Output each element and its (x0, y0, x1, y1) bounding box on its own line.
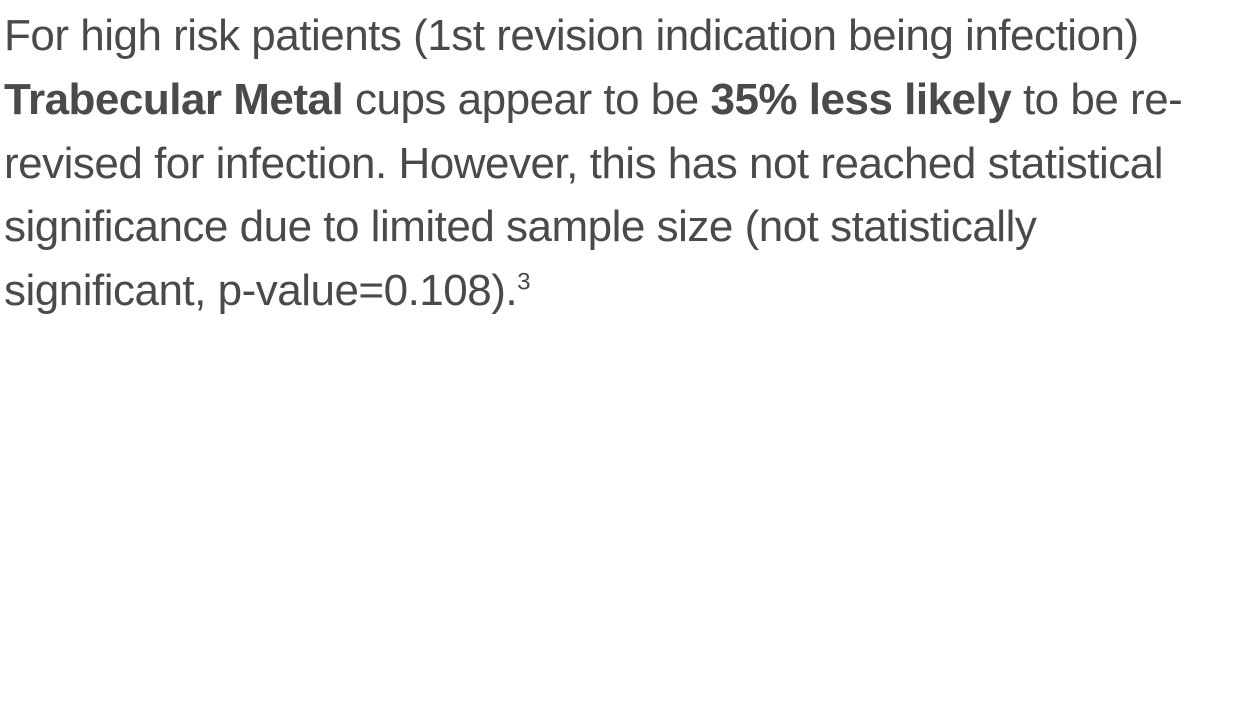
body-paragraph: For high risk patients (1st revision ind… (0, 0, 1247, 323)
text-segment-bold: Trabecular Metal (4, 75, 343, 124)
text-segment: cups appear to be (343, 75, 710, 124)
text-segment: For high risk patients (1st revision ind… (4, 11, 1139, 60)
text-segment-bold: 35% less likely (710, 75, 1011, 124)
footnote-marker: 3 (517, 269, 530, 296)
